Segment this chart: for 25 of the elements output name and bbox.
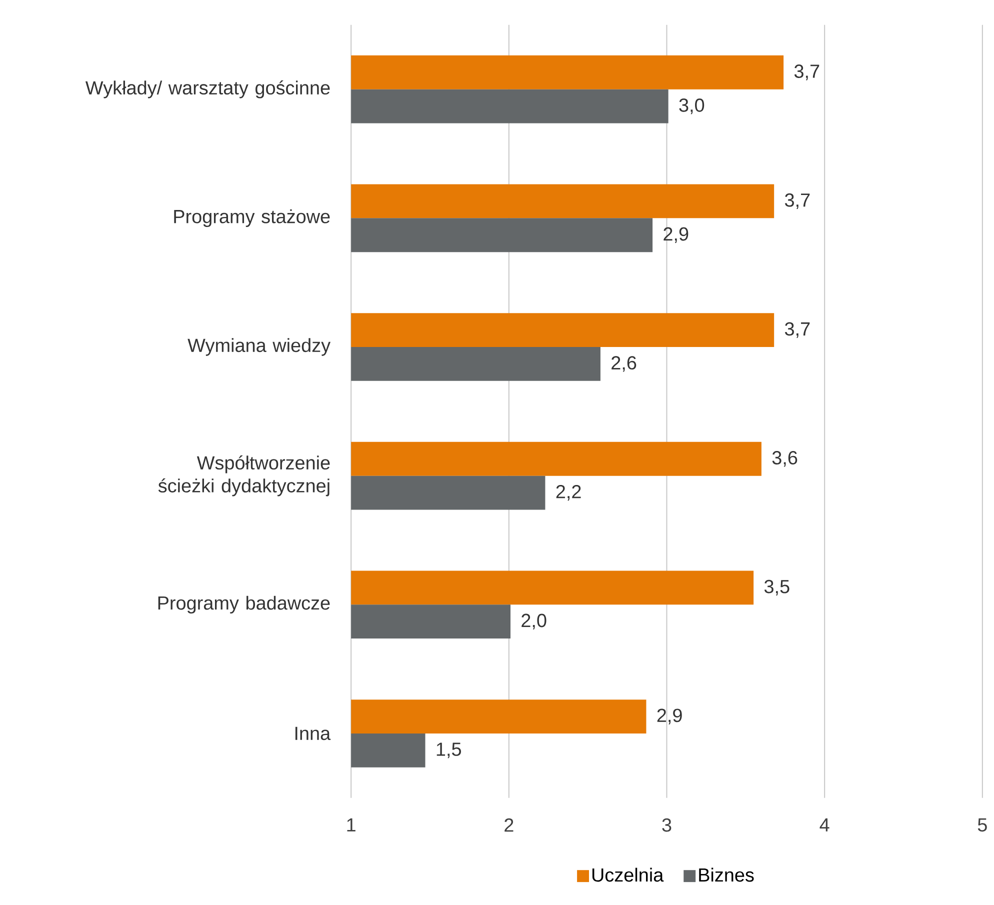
x-tick-label: 2 (504, 818, 514, 832)
data-label: 2,0 (522, 614, 546, 630)
data-label: 2,2 (556, 485, 581, 501)
data-label: 3,6 (772, 451, 798, 467)
y-tick-label: Wymiana wiedzy (188, 338, 331, 356)
y-tick-label: Wykłady/ warsztaty gościnne (85, 80, 330, 98)
data-label: 2,9 (664, 227, 688, 244)
data-label: 1,5 (436, 742, 461, 758)
legend-label: Uczelnia (592, 868, 664, 882)
x-tick-label: 5 (978, 818, 987, 832)
y-tick-label: Programy badawcze (158, 596, 330, 614)
y-tick-label: Inna (295, 727, 331, 740)
legend-label: Biznes (699, 868, 754, 882)
y-tick-label: Współtworzenie ścieżki dydaktycznej (158, 456, 330, 496)
data-label: 3,7 (784, 322, 810, 338)
x-tick-label: 1 (347, 818, 356, 832)
data-label: 2,6 (612, 356, 636, 372)
data-label: 2,9 (657, 708, 682, 725)
data-label: 3,0 (679, 98, 704, 114)
x-tick-label: 4 (820, 818, 830, 832)
x-tick-label: 3 (662, 818, 672, 832)
data-label: 3,5 (764, 580, 790, 596)
data-label: 3,7 (784, 194, 810, 210)
data-label: 3,7 (794, 64, 820, 80)
y-tick-label: Programy stażowe (174, 210, 330, 228)
